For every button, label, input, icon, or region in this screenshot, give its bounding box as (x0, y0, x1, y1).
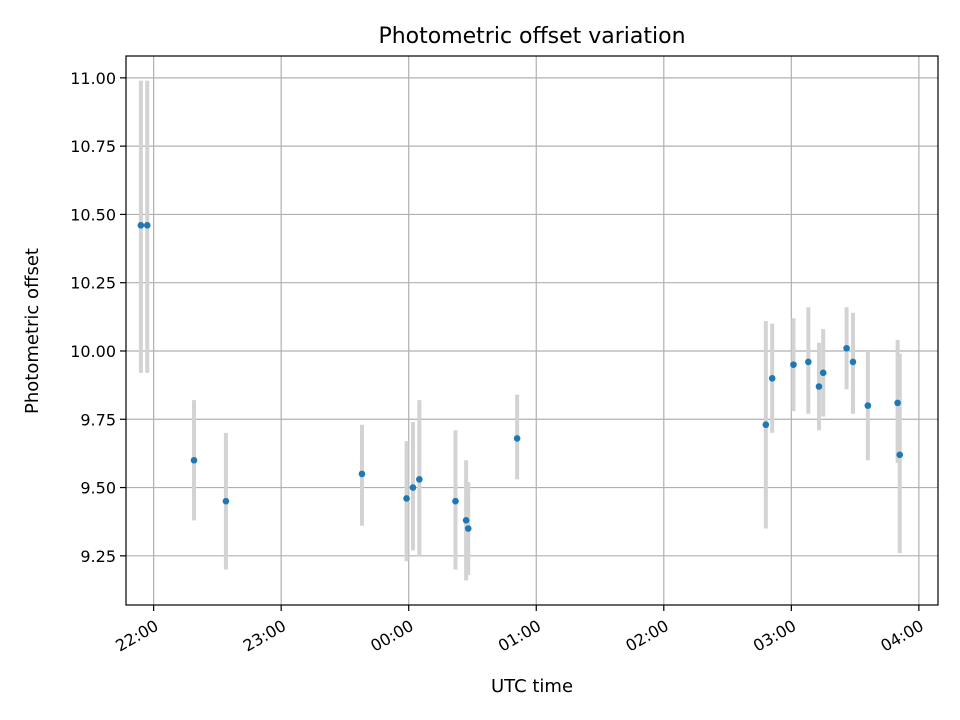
data-point (768, 374, 776, 382)
data-point (464, 525, 472, 532)
y-tick-label: 10.75 (70, 137, 116, 156)
x-axis-label: UTC time (491, 676, 573, 697)
y-axis-label: Photometric offset (22, 248, 43, 414)
data-point (416, 476, 423, 483)
data-point (896, 451, 904, 459)
data-point (864, 402, 872, 409)
data-point (894, 399, 901, 407)
data-point (137, 222, 145, 229)
data-point (513, 435, 521, 442)
y-tick-label: 9.75 (80, 410, 116, 429)
y-tick-label: 10.25 (70, 274, 116, 293)
data-points (137, 222, 904, 532)
data-point (843, 344, 850, 352)
data-point (403, 495, 410, 502)
data-point (819, 369, 827, 377)
data-point (790, 361, 797, 368)
y-axis-ticks: 9.25 9.50 9.75 10.00 10.25 10.50 10.75 11.00 (70, 69, 126, 566)
data-point (190, 456, 198, 464)
data-point (462, 517, 470, 524)
grid (126, 56, 938, 605)
y-tick-label: 9.25 (80, 547, 116, 566)
chart-title: Photometric offset variation (378, 24, 685, 49)
y-tick-label: 10.00 (70, 342, 116, 361)
data-point (409, 484, 417, 491)
data-point (143, 222, 151, 229)
data-point (815, 383, 823, 390)
plot-frame (125, 55, 939, 606)
data-point (849, 358, 857, 366)
data-point (358, 470, 366, 478)
data-point (805, 358, 812, 366)
data-point (452, 497, 459, 505)
data-point (222, 497, 230, 505)
y-tick-label: 9.50 (80, 479, 116, 498)
y-tick-label: 11.00 (70, 69, 116, 88)
y-tick-label: 10.50 (70, 205, 116, 224)
data-point (762, 421, 770, 429)
